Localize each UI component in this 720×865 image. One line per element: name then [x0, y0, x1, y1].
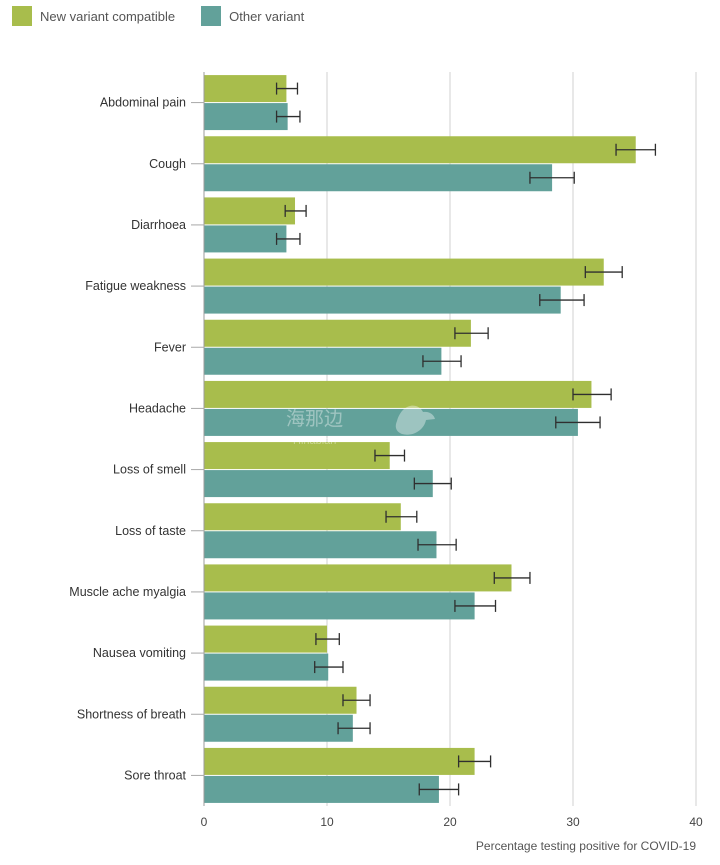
category-label-0: Abdominal pain — [100, 96, 186, 110]
x-tick-label-2: 20 — [443, 815, 457, 829]
x-tick-label-4: 40 — [689, 815, 703, 829]
x-axis-label: Percentage testing positive for COVID-19 — [476, 839, 696, 853]
x-tick-label-0: 0 — [201, 815, 208, 829]
bar-1-1 — [204, 164, 553, 192]
x-tick-label-3: 30 — [566, 815, 580, 829]
bar-1-9 — [204, 653, 329, 681]
bar-0-5 — [204, 380, 592, 408]
watermark-subtext: Hinabian — [293, 435, 336, 447]
category-label-3: Fatigue weakness — [85, 279, 186, 293]
bar-0-0 — [204, 75, 287, 103]
category-label-8: Muscle ache myalgia — [69, 585, 186, 599]
x-tick-label-1: 10 — [320, 815, 334, 829]
category-label-5: Headache — [129, 401, 186, 415]
category-label-6: Loss of smell — [113, 463, 186, 477]
bar-0-6 — [204, 442, 390, 470]
bar-0-7 — [204, 503, 401, 531]
bar-1-2 — [204, 225, 287, 253]
bar-0-2 — [204, 197, 296, 225]
legend-swatch-other-variant — [201, 6, 222, 26]
grid-layer — [326, 72, 697, 806]
bar-layer — [204, 75, 636, 803]
legend: New variant compatible Other variant — [12, 6, 304, 26]
category-label-9: Nausea vomiting — [93, 646, 186, 660]
legend-item-new-variant[interactable]: New variant compatible — [12, 6, 175, 26]
bar-1-11 — [204, 775, 439, 803]
bar-1-4 — [204, 347, 442, 375]
bar-0-8 — [204, 564, 512, 592]
category-label-2: Diarrhoea — [131, 218, 186, 232]
category-label-4: Fever — [154, 340, 186, 354]
axis-layer: 0 10 20 30 40 Abdominal pain Cough Diarrhoea Fat… — [69, 72, 703, 829]
legend-swatch-new-variant — [12, 6, 32, 26]
bar-1-6 — [204, 470, 433, 498]
bar-0-9 — [204, 625, 327, 653]
bar-1-7 — [204, 531, 437, 559]
bar-0-3 — [204, 258, 604, 286]
bar-0-11 — [204, 747, 475, 775]
bar-0-10 — [204, 686, 357, 714]
category-label-10: Shortness of breath — [77, 707, 186, 721]
bar-1-5 — [204, 408, 578, 436]
bar-1-10 — [204, 714, 353, 742]
bird-icon — [395, 405, 435, 435]
watermark-text: 海那边 — [286, 408, 343, 430]
legend-label-other-variant: Other variant — [229, 8, 305, 24]
bar-1-8 — [204, 592, 475, 620]
legend-label-new-variant: New variant compatible — [40, 8, 176, 24]
bar-1-3 — [204, 286, 561, 314]
legend-item-other-variant[interactable]: Other variant — [201, 6, 304, 26]
watermark: 海那边 Hinabian — [286, 405, 435, 447]
bar-0-4 — [204, 319, 471, 347]
category-label-7: Loss of taste — [115, 524, 186, 538]
error-bar-layer — [275, 82, 657, 796]
bar-1-0 — [204, 103, 288, 131]
bar-0-1 — [204, 136, 636, 164]
category-label-1: Cough — [149, 157, 186, 171]
category-label-11: Sore throat — [124, 768, 186, 782]
